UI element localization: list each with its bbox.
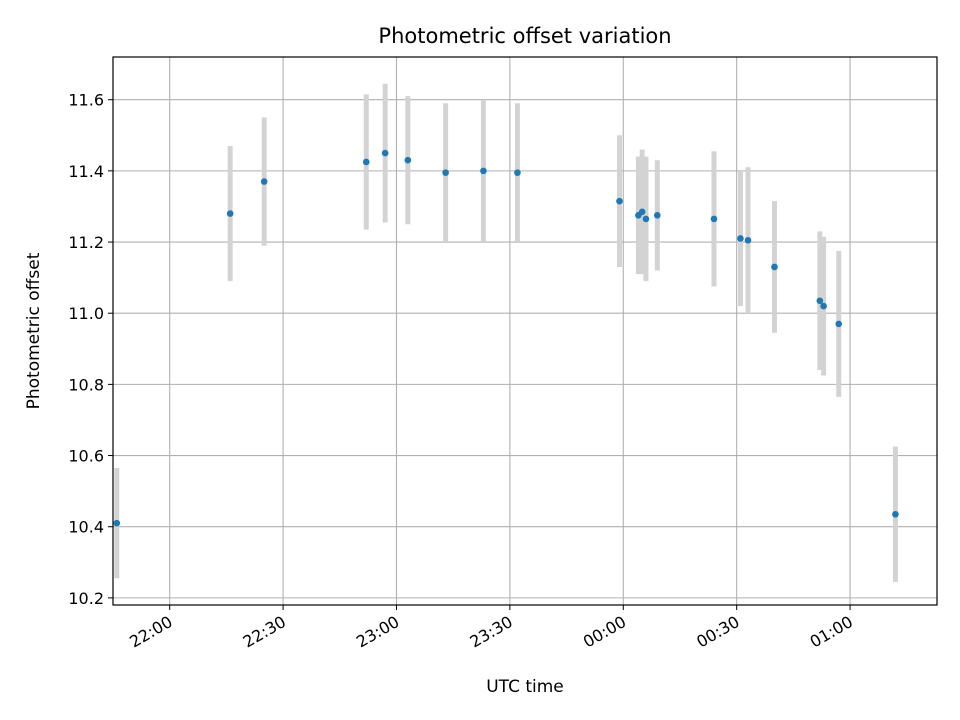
y-tick-label: 11.4 [68,162,104,181]
data-point [381,149,389,157]
data-point [771,263,778,271]
data-point [710,215,718,223]
data-point [480,167,487,175]
data-point [835,320,843,328]
y-tick-label: 11.2 [68,233,104,252]
data-point [653,212,661,219]
data-point [892,510,899,518]
data-point [404,156,412,164]
x-axis-label: UTC time [486,677,564,697]
data-point [514,169,521,176]
y-tick-label: 10.2 [68,589,104,608]
data-point [616,197,623,205]
y-axis-label: Photometric offset [24,252,44,409]
data-point [362,158,370,166]
y-tick-label: 11.6 [68,91,104,110]
axes-background [113,57,937,605]
data-point [737,235,744,242]
data-points [113,149,899,527]
data-point [744,236,752,244]
y-tick-label: 10.6 [68,447,104,466]
data-point [816,297,824,305]
data-point [642,215,650,223]
data-point [820,302,827,310]
data-point [260,178,268,185]
chart-title: Photometric offset variation [378,24,671,48]
data-point [226,210,234,217]
data-point [442,169,449,176]
axes-frame [112,56,938,606]
data-point [113,519,121,527]
y-tick-label: 11.0 [68,304,104,323]
y-tick-label: 10.8 [68,375,104,394]
y-tick-label: 10.4 [68,518,104,537]
plot-area [112,56,938,606]
y-axis: 10.2 10.4 10.6 10.8 11.0 11.2 11.4 11.6 [68,91,113,608]
grid [113,57,937,605]
data-point [638,208,646,216]
